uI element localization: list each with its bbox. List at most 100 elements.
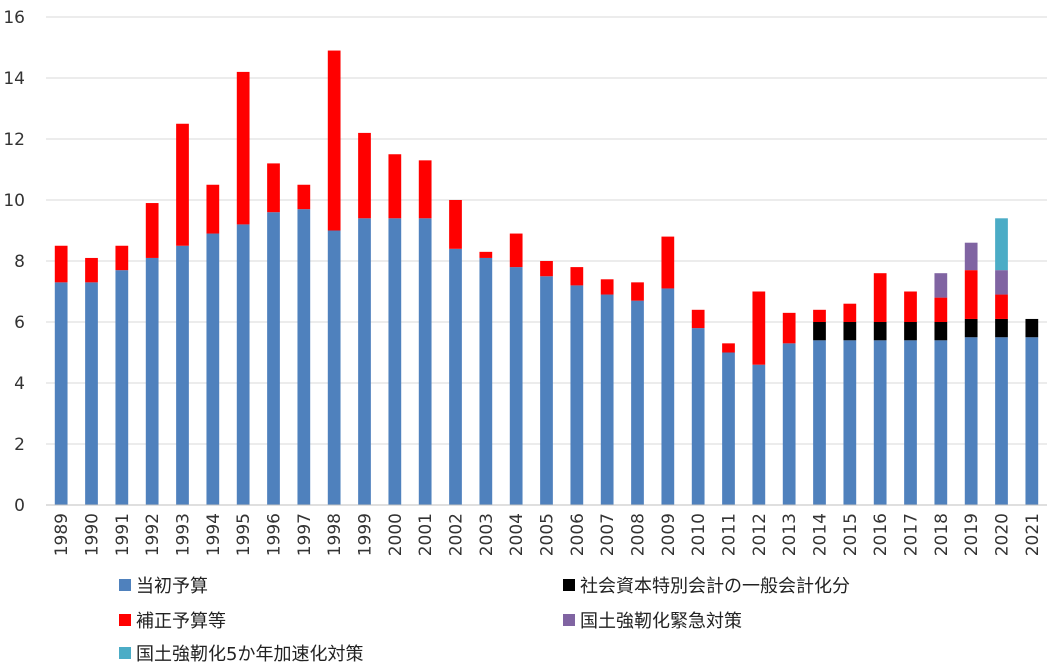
bars [54, 50, 1039, 506]
bar-segment-2006-s2 [570, 267, 584, 286]
bar-segment-2003-s2 [479, 251, 493, 258]
legend-swatch [119, 579, 131, 591]
bar-segment-2018-s2 [934, 297, 948, 322]
y-tick-label: 16 [3, 8, 25, 28]
bar-segment-2017-s1 [904, 322, 917, 341]
x-tick-label: 2003 [477, 513, 497, 556]
x-tick-label: 2015 [841, 513, 861, 556]
bar-segment-1990-s0 [85, 282, 98, 505]
bar-segment-1996-s2 [267, 163, 280, 213]
y-tick-label: 2 [14, 435, 25, 455]
y-tick-label: 12 [3, 130, 25, 150]
x-tick-label: 2005 [538, 513, 558, 556]
bar-segment-2007-s2 [600, 279, 614, 295]
y-axis-tick-labels: 0 2 4 6 8 10 12 14 16 [3, 8, 25, 516]
x-tick-label: 2021 [1023, 513, 1043, 556]
x-axis-tick-labels: 1989 1990 1991 1992 1993 1994 1995 1996 1997 1998… [52, 513, 1043, 556]
x-tick-label: 2006 [568, 513, 588, 556]
bar-segment-2010-s0 [691, 328, 705, 505]
bar-segment-2020-s2 [995, 294, 1008, 319]
x-tick-label: 2013 [780, 513, 800, 556]
bar-segment-2012-s2 [752, 291, 766, 365]
bar-segment-2014-s0 [813, 340, 826, 505]
x-tick-label: 2007 [598, 513, 618, 556]
bar-segment-2017-s0 [904, 340, 917, 505]
bar-segment-1989-s2 [54, 245, 68, 283]
x-tick-label: 1998 [325, 513, 345, 556]
legend-label: 補正予算等 [136, 611, 226, 632]
x-tick-label: 2018 [932, 513, 952, 556]
bar-segment-2021-s1 [1025, 318, 1039, 338]
bar-segment-2013-s0 [782, 343, 796, 505]
bar-segment-1999-s0 [358, 218, 371, 506]
legend-swatch [563, 614, 575, 626]
bar-segment-2008-s2 [631, 282, 644, 301]
bar-segment-2002-s0 [449, 248, 462, 506]
bar-segment-2014-s2 [813, 309, 826, 322]
y-tick-label: 6 [14, 313, 25, 333]
bar-segment-1997-s2 [297, 184, 311, 210]
bar-segment-2014-s1 [813, 322, 826, 341]
bar-segment-2002-s2 [449, 200, 462, 249]
bar-segment-2015-s2 [843, 303, 857, 322]
bar-segment-2016-s0 [873, 340, 887, 505]
bar-segment-2004-s2 [509, 233, 523, 268]
bar-segment-2007-s0 [600, 294, 614, 505]
bar-segment-2016-s1 [873, 322, 887, 341]
bar-segment-2020-s4 [995, 218, 1008, 271]
x-tick-label: 2001 [416, 513, 436, 556]
x-tick-label: 2020 [993, 513, 1013, 556]
y-tick-label: 8 [14, 252, 25, 272]
bar-segment-2005-s2 [540, 261, 553, 277]
x-tick-label: 2019 [962, 513, 982, 556]
legend-label: 国土強靭化5か年加速化対策 [136, 644, 363, 665]
x-tick-label: 1992 [143, 513, 163, 556]
x-tick-label: 1994 [204, 513, 224, 556]
x-tick-label: 2000 [386, 513, 406, 556]
legend-label: 国土強靭化緊急対策 [580, 611, 742, 632]
bar-segment-2019-s3 [964, 242, 978, 271]
bar-segment-2010-s2 [691, 309, 705, 329]
bar-segment-2001-s0 [418, 218, 432, 506]
x-tick-label: 2014 [811, 513, 831, 556]
bar-segment-2011-s2 [722, 343, 735, 353]
x-tick-label: 2009 [659, 513, 679, 556]
bar-segment-1999-s2 [358, 132, 371, 219]
bar-segment-1997-s0 [297, 209, 311, 505]
bar-segment-1992-s0 [145, 257, 159, 505]
y-tick-label: 0 [14, 496, 25, 516]
x-tick-label: 1999 [356, 513, 376, 556]
bar-segment-2008-s0 [631, 300, 644, 505]
bar-segment-2021-s0 [1025, 337, 1039, 505]
bar-segment-2009-s0 [661, 288, 675, 505]
bar-segment-1995-s2 [236, 71, 250, 225]
bar-segment-2020-s1 [995, 318, 1008, 338]
bar-segment-2011-s0 [722, 352, 735, 505]
bar-segment-2012-s0 [752, 364, 766, 505]
y-tick-label: 10 [3, 191, 25, 211]
legend-swatch [119, 614, 131, 626]
bar-segment-1991-s0 [115, 270, 129, 505]
y-tick-label: 4 [14, 374, 25, 394]
bar-segment-1996-s0 [267, 212, 280, 505]
legend-label: 当初予算 [136, 576, 208, 597]
bar-segment-2019-s0 [964, 337, 978, 505]
x-tick-label: 1991 [113, 513, 133, 556]
bar-segment-1991-s2 [115, 245, 129, 271]
bar-segment-1989-s0 [54, 282, 68, 505]
y-tick-label: 14 [3, 69, 25, 89]
bar-segment-2006-s0 [570, 285, 584, 505]
bar-segment-2004-s0 [509, 267, 523, 505]
bar-segment-2018-s3 [934, 273, 948, 298]
bar-segment-2000-s2 [388, 154, 402, 219]
x-tick-label: 2016 [871, 513, 891, 556]
bar-segment-1994-s2 [206, 184, 220, 234]
bar-segment-2018-s1 [934, 322, 948, 341]
x-tick-label: 1995 [234, 513, 254, 556]
bar-segment-2000-s0 [388, 218, 402, 506]
x-tick-label: 2002 [447, 513, 467, 556]
x-tick-label: 2010 [689, 513, 709, 556]
bar-segment-2015-s1 [843, 322, 857, 341]
